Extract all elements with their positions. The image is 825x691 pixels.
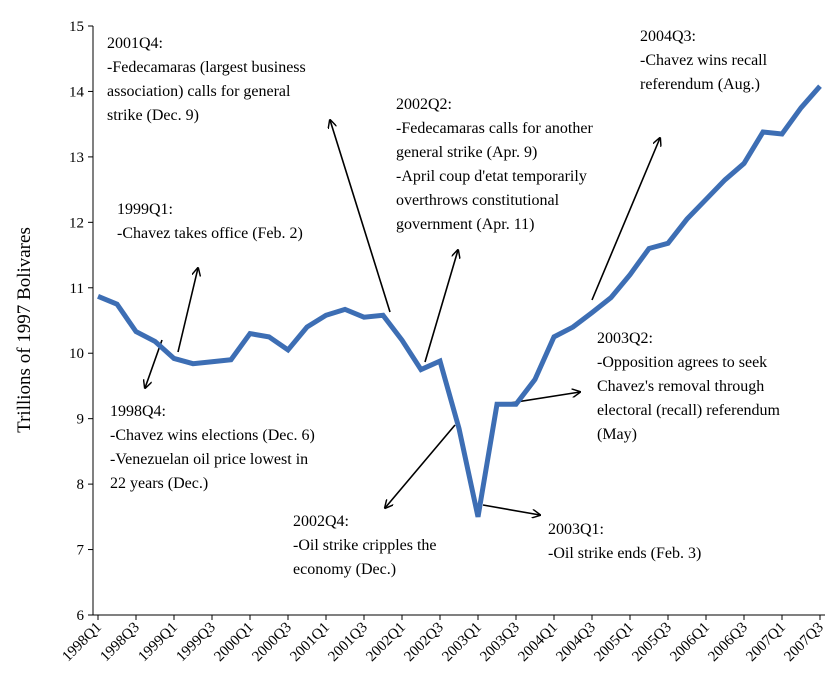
annotation: 2002Q2: xyxy=(396,96,452,113)
x-tick-label: 2000Q3 xyxy=(249,620,294,665)
x-tick-label: 2004Q1 xyxy=(515,620,560,665)
annotation: strike (Dec. 9) xyxy=(107,107,199,124)
x-tick-label: 2002Q1 xyxy=(363,620,408,665)
annotation: electoral (recall) referendum xyxy=(597,402,781,419)
arrow xyxy=(330,120,391,313)
x-tick-label: 2005Q1 xyxy=(591,620,636,665)
x-tick-label: 2006Q3 xyxy=(705,620,750,665)
annotation: -Fedecamaras (largest business xyxy=(107,59,306,76)
x-tick-label: 2003Q3 xyxy=(477,620,522,665)
y-tick-label: 14 xyxy=(69,84,85,100)
x-tick-label: 2006Q1 xyxy=(667,620,712,665)
y-tick-label: 9 xyxy=(77,412,85,428)
arrow xyxy=(385,424,456,508)
x-tick-label: 2002Q3 xyxy=(401,620,446,665)
x-tick-label: 2007Q1 xyxy=(743,620,788,665)
annotation: 2002Q4: xyxy=(293,513,349,530)
annotation: 2001Q4: xyxy=(107,35,163,52)
annotation: 22 years (Dec.) xyxy=(110,475,208,492)
annotation: -April coup d'etat temporarily xyxy=(396,168,587,185)
y-axis-label: Trillions of 1997 Bolivares xyxy=(14,227,35,433)
arrows xyxy=(145,120,660,515)
x-tick-label: 2001Q3 xyxy=(325,620,370,665)
annotation: overthrows constitutional xyxy=(396,192,560,209)
annotation: -Venezuelan oil price lowest in xyxy=(110,451,308,468)
y-tick-label: 8 xyxy=(77,477,85,493)
x-tick-label: 2005Q3 xyxy=(629,620,674,665)
y-tick-label: 13 xyxy=(69,150,84,166)
data-line xyxy=(97,84,822,518)
x-tick-label: 2007Q3 xyxy=(781,620,825,665)
y-tick-label: 12 xyxy=(69,215,84,231)
y-tick-label: 15 xyxy=(69,19,84,35)
arrow xyxy=(424,250,458,363)
y-tick-label: 7 xyxy=(77,543,85,559)
annotation: 1999Q1: xyxy=(117,201,173,218)
annotation: Chavez's removal through xyxy=(597,378,764,395)
annotation: -Oil strike ends (Feb. 3) xyxy=(548,545,701,562)
annotation: (May) xyxy=(597,426,637,443)
annotation: -Opposition agrees to seek xyxy=(597,354,767,371)
annotation: general strike (Apr. 9) xyxy=(396,144,537,161)
x-tick-label: 1999Q1 xyxy=(135,620,180,665)
annotation: 2004Q3: xyxy=(640,28,696,45)
arrow xyxy=(177,268,198,353)
annotation: -Chavez takes office (Feb. 2) xyxy=(117,225,303,242)
x-tick-label: 1998Q1 xyxy=(59,620,104,665)
annotation: 2003Q2: xyxy=(597,330,653,347)
x-tick-label: 1998Q3 xyxy=(97,620,142,665)
annotation: -Chavez wins recall xyxy=(640,52,768,69)
x-tick-label: 1999Q3 xyxy=(173,620,218,665)
annotation: government (Apr. 11) xyxy=(396,216,534,233)
x-tick-label: 2003Q1 xyxy=(439,620,484,665)
arrow xyxy=(591,138,660,301)
y-tick-label: 11 xyxy=(70,281,84,297)
annotation: referendum (Aug.) xyxy=(640,76,760,93)
annotation: 1998Q4: xyxy=(110,403,166,420)
arrow xyxy=(482,504,540,515)
y-tick-label: 6 xyxy=(77,608,85,624)
annotation: -Chavez wins elections (Dec. 6) xyxy=(110,427,315,444)
x-tick-label: 2000Q1 xyxy=(211,620,256,665)
annotation: 2003Q1: xyxy=(548,521,604,538)
annotation: -Oil strike cripples the xyxy=(293,537,437,554)
x-tick-label: 2001Q1 xyxy=(287,620,332,665)
annotation: association) calls for general xyxy=(107,83,291,100)
annotation: -Fedecamaras calls for another xyxy=(396,120,593,137)
y-tick-label: 10 xyxy=(69,346,84,362)
annotation: economy (Dec.) xyxy=(293,561,396,578)
x-tick-label: 2004Q3 xyxy=(553,620,598,665)
